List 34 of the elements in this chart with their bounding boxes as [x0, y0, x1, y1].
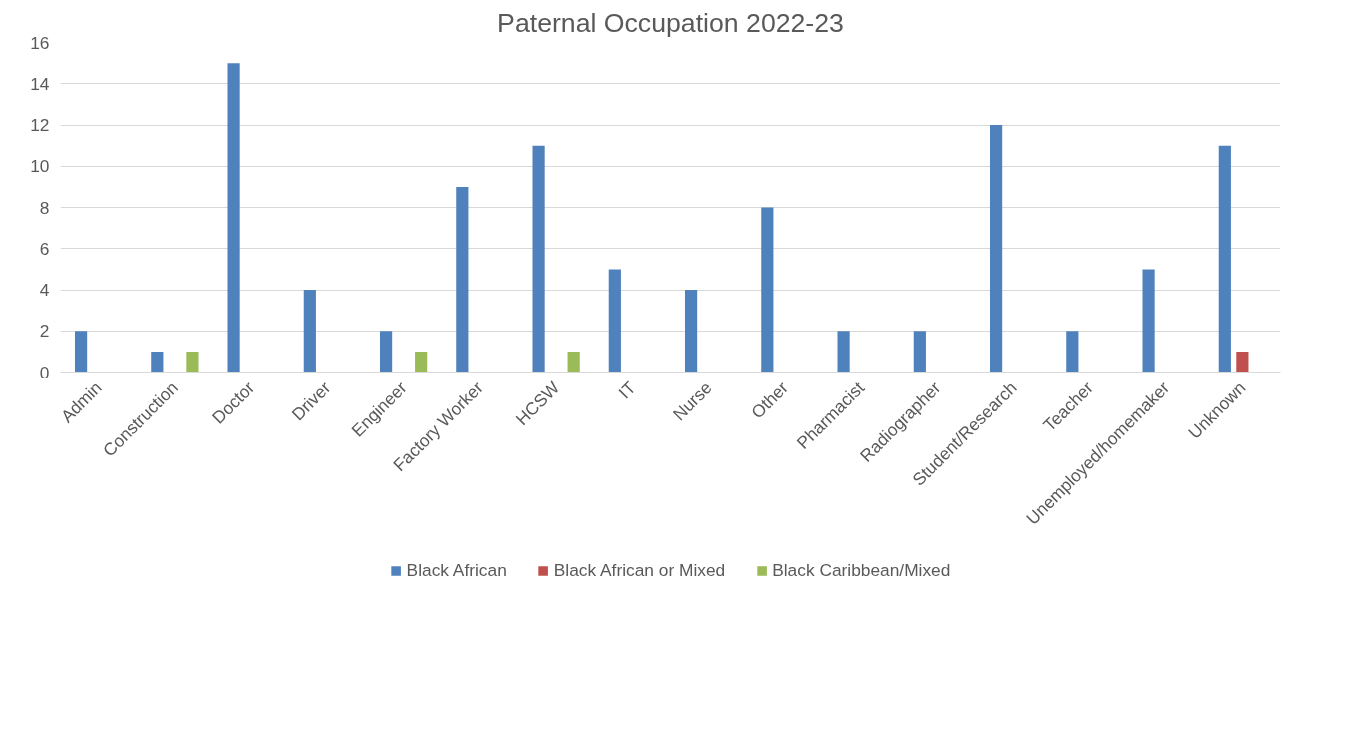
legend-label: Black African or Mixed: [553, 559, 726, 581]
bar: [227, 63, 240, 373]
bar: [761, 207, 774, 373]
bar: [532, 145, 545, 373]
y-tick-label: 8: [39, 197, 50, 218]
legend-label: Black African: [406, 559, 507, 581]
legend-label: Black Caribbean/Mixed: [772, 559, 951, 581]
y-tick-label: 4: [39, 280, 50, 300]
y-tick-label: 0: [39, 362, 50, 383]
x-tick-label: IT: [614, 377, 640, 403]
bar: [1218, 145, 1231, 373]
bar: [1142, 269, 1155, 373]
bar: [456, 186, 469, 373]
chart-title: Paternal Occupation 2022-23: [497, 7, 844, 38]
bar: [684, 290, 698, 373]
y-tick-label: 14: [30, 73, 50, 94]
bar: [608, 269, 621, 373]
bar: [303, 290, 316, 373]
bar: [1236, 351, 1249, 373]
y-tick-label: 16: [30, 32, 50, 53]
bar: [1066, 331, 1079, 373]
y-tick-label: 10: [30, 156, 50, 177]
bar: [379, 331, 393, 373]
bar: [567, 351, 580, 373]
y-tick-label: 12: [30, 115, 50, 135]
y-tick-label: 2: [39, 321, 50, 342]
bar: [913, 331, 926, 373]
bar: [837, 331, 850, 373]
bar: [186, 351, 199, 373]
y-tick-label: 6: [39, 238, 50, 259]
bar: [74, 331, 88, 373]
bar: [151, 351, 164, 373]
bar: [415, 351, 428, 373]
bar: [989, 125, 1003, 373]
